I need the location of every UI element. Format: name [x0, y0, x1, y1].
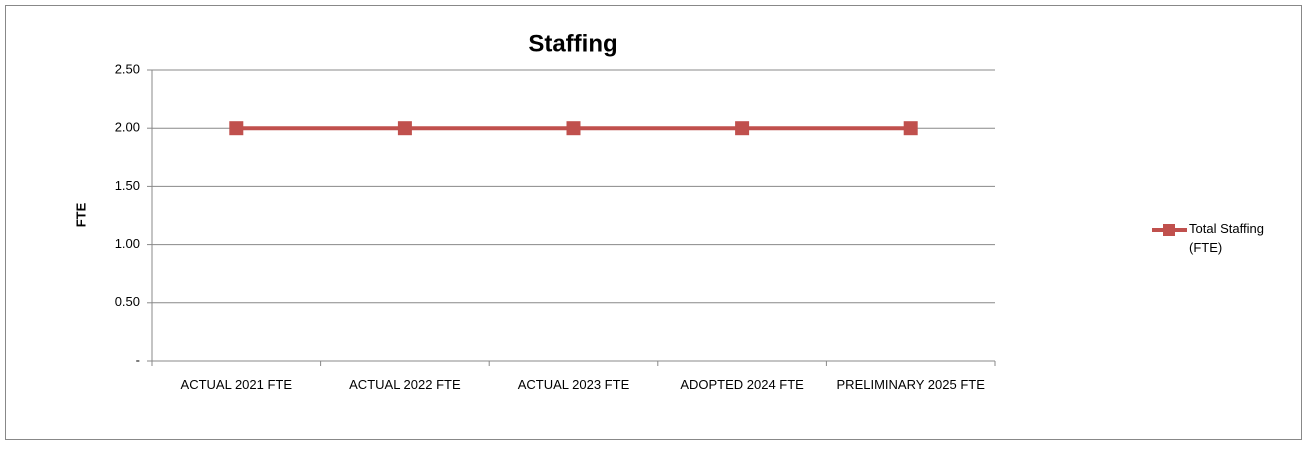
x-tick-label: PRELIMINARY 2025 FTE [837, 377, 986, 392]
chart-title: Staffing [528, 30, 617, 57]
y-tick-label: 2.50 [115, 61, 140, 76]
x-tick-label: ADOPTED 2024 FTE [680, 377, 804, 392]
marker [566, 121, 581, 136]
marker [397, 121, 412, 136]
marker [903, 121, 918, 136]
x-tick-label: ACTUAL 2021 FTE [181, 377, 293, 392]
x-tick-label: ACTUAL 2022 FTE [349, 377, 461, 392]
y-tick-label: 1.00 [115, 236, 140, 251]
marker [229, 121, 244, 136]
x-tick-label: ACTUAL 2023 FTE [518, 377, 630, 392]
chart-border [5, 5, 1302, 440]
legend-marker [1163, 224, 1175, 236]
y-tick-label: 0.50 [115, 294, 140, 309]
y-tick-label: 1.50 [115, 178, 140, 193]
y-tick-label: - [136, 352, 140, 367]
legend-label: Total Staffing (FTE) [1189, 221, 1264, 255]
marker [735, 121, 750, 136]
y-tick-label: 2.00 [115, 120, 140, 135]
y-axis-label: FTE [73, 202, 88, 227]
